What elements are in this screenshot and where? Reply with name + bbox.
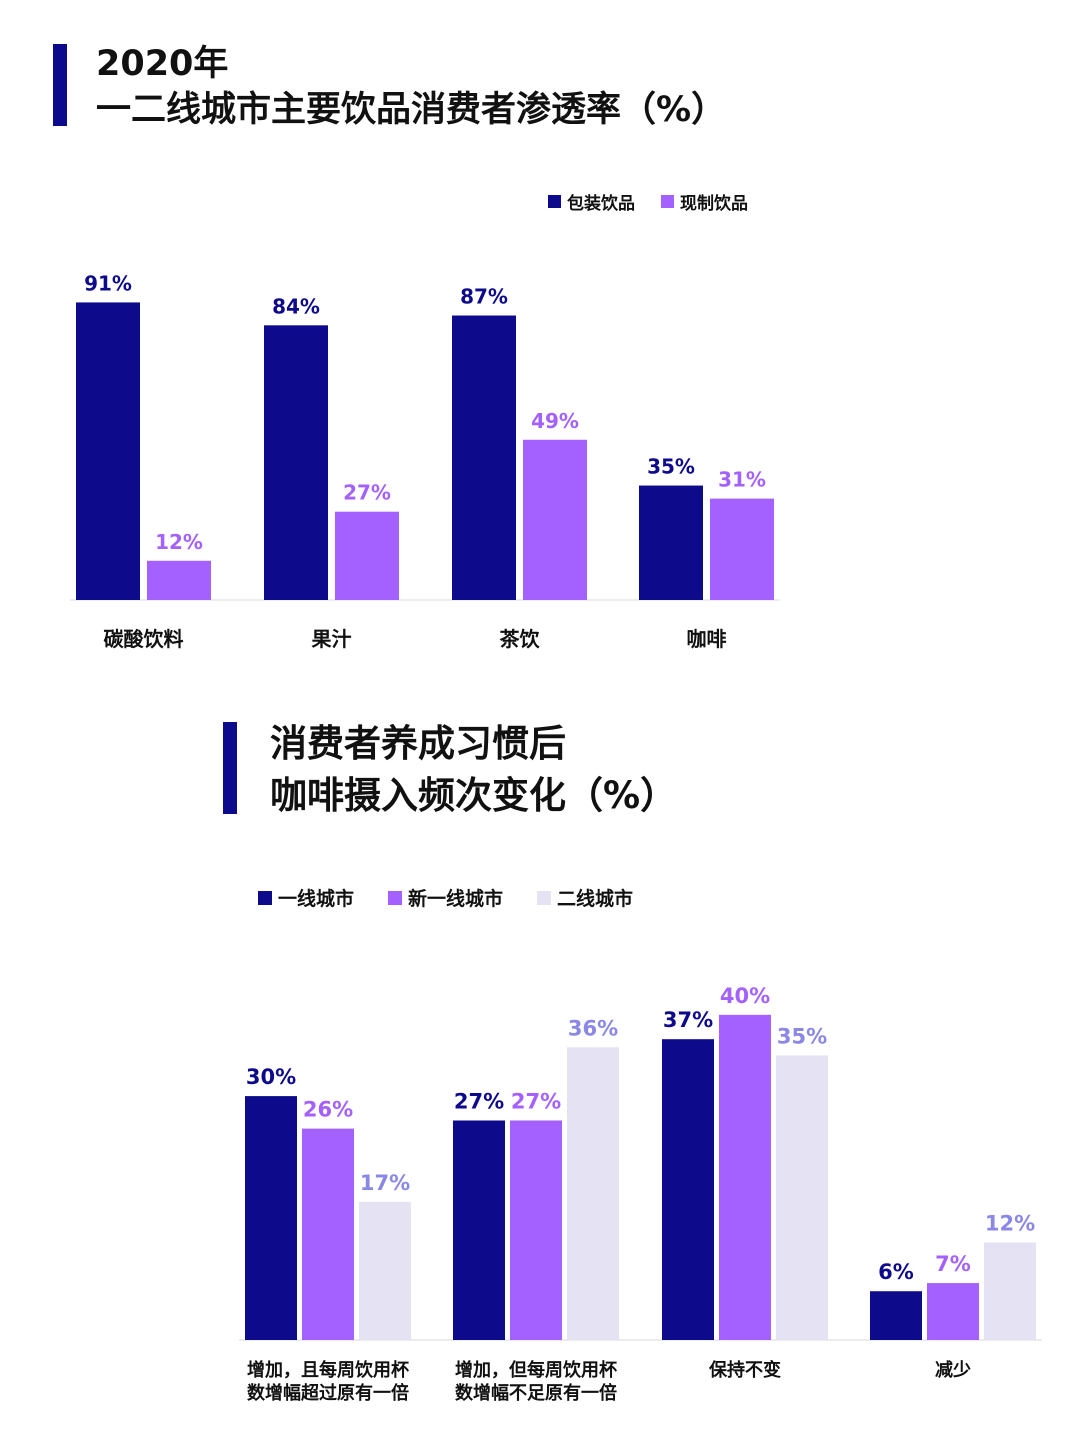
chart1-bar-chart: 91% 12% 碳酸饮料 84% 27% 果汁 87% 49% 茶饮 35% 31% 咖啡 xyxy=(70,271,780,651)
bar xyxy=(662,1039,714,1340)
legend-item-fresh: 现制饮品 xyxy=(661,189,748,214)
data-label: 7% xyxy=(935,1252,971,1276)
data-label: 26% xyxy=(303,1098,353,1122)
legend-label-tier2: 二线城市 xyxy=(557,888,634,910)
data-label: 27% xyxy=(343,481,391,505)
category-label: 碳酸饮料 xyxy=(104,627,184,651)
legend-item-tier2: 二线城市 xyxy=(537,884,633,911)
bar xyxy=(453,1120,505,1340)
bar xyxy=(359,1201,411,1340)
bar xyxy=(639,485,703,600)
legend-label-packaged: 包装饮品 xyxy=(567,194,635,214)
bar xyxy=(710,498,774,600)
bar xyxy=(264,325,328,600)
chart1-title-line2: 一二线城市主要饮品消费者渗透率（%） xyxy=(96,90,727,130)
bar xyxy=(76,302,140,600)
category-label: 增加，但每周饮用杯 xyxy=(455,1359,618,1381)
legend-item-tier1: 一线城市 xyxy=(258,884,354,911)
data-label: 35% xyxy=(777,1024,827,1048)
data-label: 31% xyxy=(718,468,766,492)
chart2-title-bar xyxy=(223,722,237,814)
category-label: 增加，且每周饮用杯 xyxy=(247,1359,410,1381)
legend-label-fresh: 现制饮品 xyxy=(680,194,748,214)
data-label: 40% xyxy=(720,984,770,1008)
category-label: 减少 xyxy=(935,1359,971,1381)
category-label: 茶饮 xyxy=(500,627,541,651)
bar xyxy=(302,1128,354,1340)
data-label: 49% xyxy=(531,409,579,433)
bar xyxy=(927,1283,979,1340)
data-label: 12% xyxy=(155,530,203,554)
bar xyxy=(147,560,211,600)
bar xyxy=(452,315,516,600)
legend-label-tier1: 一线城市 xyxy=(278,888,355,910)
data-label: 87% xyxy=(460,285,508,309)
bar xyxy=(719,1014,771,1340)
category-label: 数增幅不足原有一倍 xyxy=(455,1382,617,1404)
chart1-title-bar xyxy=(53,44,67,126)
category-label: 保持不变 xyxy=(708,1359,781,1381)
chart2-legend: 一线城市 新一线城市 二线城市 xyxy=(258,884,659,911)
legend-item-packaged: 包装饮品 xyxy=(548,189,635,214)
legend-swatch-packaged xyxy=(548,195,561,208)
bar xyxy=(335,511,399,600)
bar xyxy=(776,1055,828,1340)
data-label: 27% xyxy=(454,1089,504,1113)
bar xyxy=(567,1047,619,1340)
data-label: 37% xyxy=(663,1008,713,1032)
category-label: 果汁 xyxy=(312,627,352,651)
data-label: 36% xyxy=(568,1016,618,1040)
data-label: 84% xyxy=(272,294,320,318)
legend-swatch-new-tier1 xyxy=(388,890,403,905)
bar xyxy=(523,439,587,600)
data-label: 30% xyxy=(246,1065,296,1089)
data-label: 17% xyxy=(360,1171,410,1195)
bar xyxy=(245,1096,297,1340)
chart2-title-line1: 消费者养成习惯后 xyxy=(270,722,566,765)
data-label: 12% xyxy=(985,1211,1035,1235)
data-label: 6% xyxy=(878,1260,914,1284)
data-label: 35% xyxy=(647,455,695,479)
legend-swatch-tier2 xyxy=(537,890,552,905)
data-label: 91% xyxy=(84,271,132,295)
legend-swatch-tier1 xyxy=(258,890,272,905)
chart1-title-line1: 2020年 xyxy=(96,44,229,84)
legend-label-new-tier1: 新一线城市 xyxy=(408,888,504,910)
bar xyxy=(510,1120,562,1340)
category-label: 数增幅超过原有一倍 xyxy=(247,1382,409,1404)
chart1-legend: 包装饮品 现制饮品 xyxy=(548,189,774,214)
legend-item-new-tier1: 新一线城市 xyxy=(388,884,503,911)
bar xyxy=(870,1291,922,1340)
legend-swatch-fresh xyxy=(661,195,674,208)
category-label: 咖啡 xyxy=(687,627,727,651)
chart2-title-line2: 咖啡摄入频次变化（%） xyxy=(270,774,678,817)
bar xyxy=(984,1242,1036,1340)
data-label: 27% xyxy=(511,1089,561,1113)
